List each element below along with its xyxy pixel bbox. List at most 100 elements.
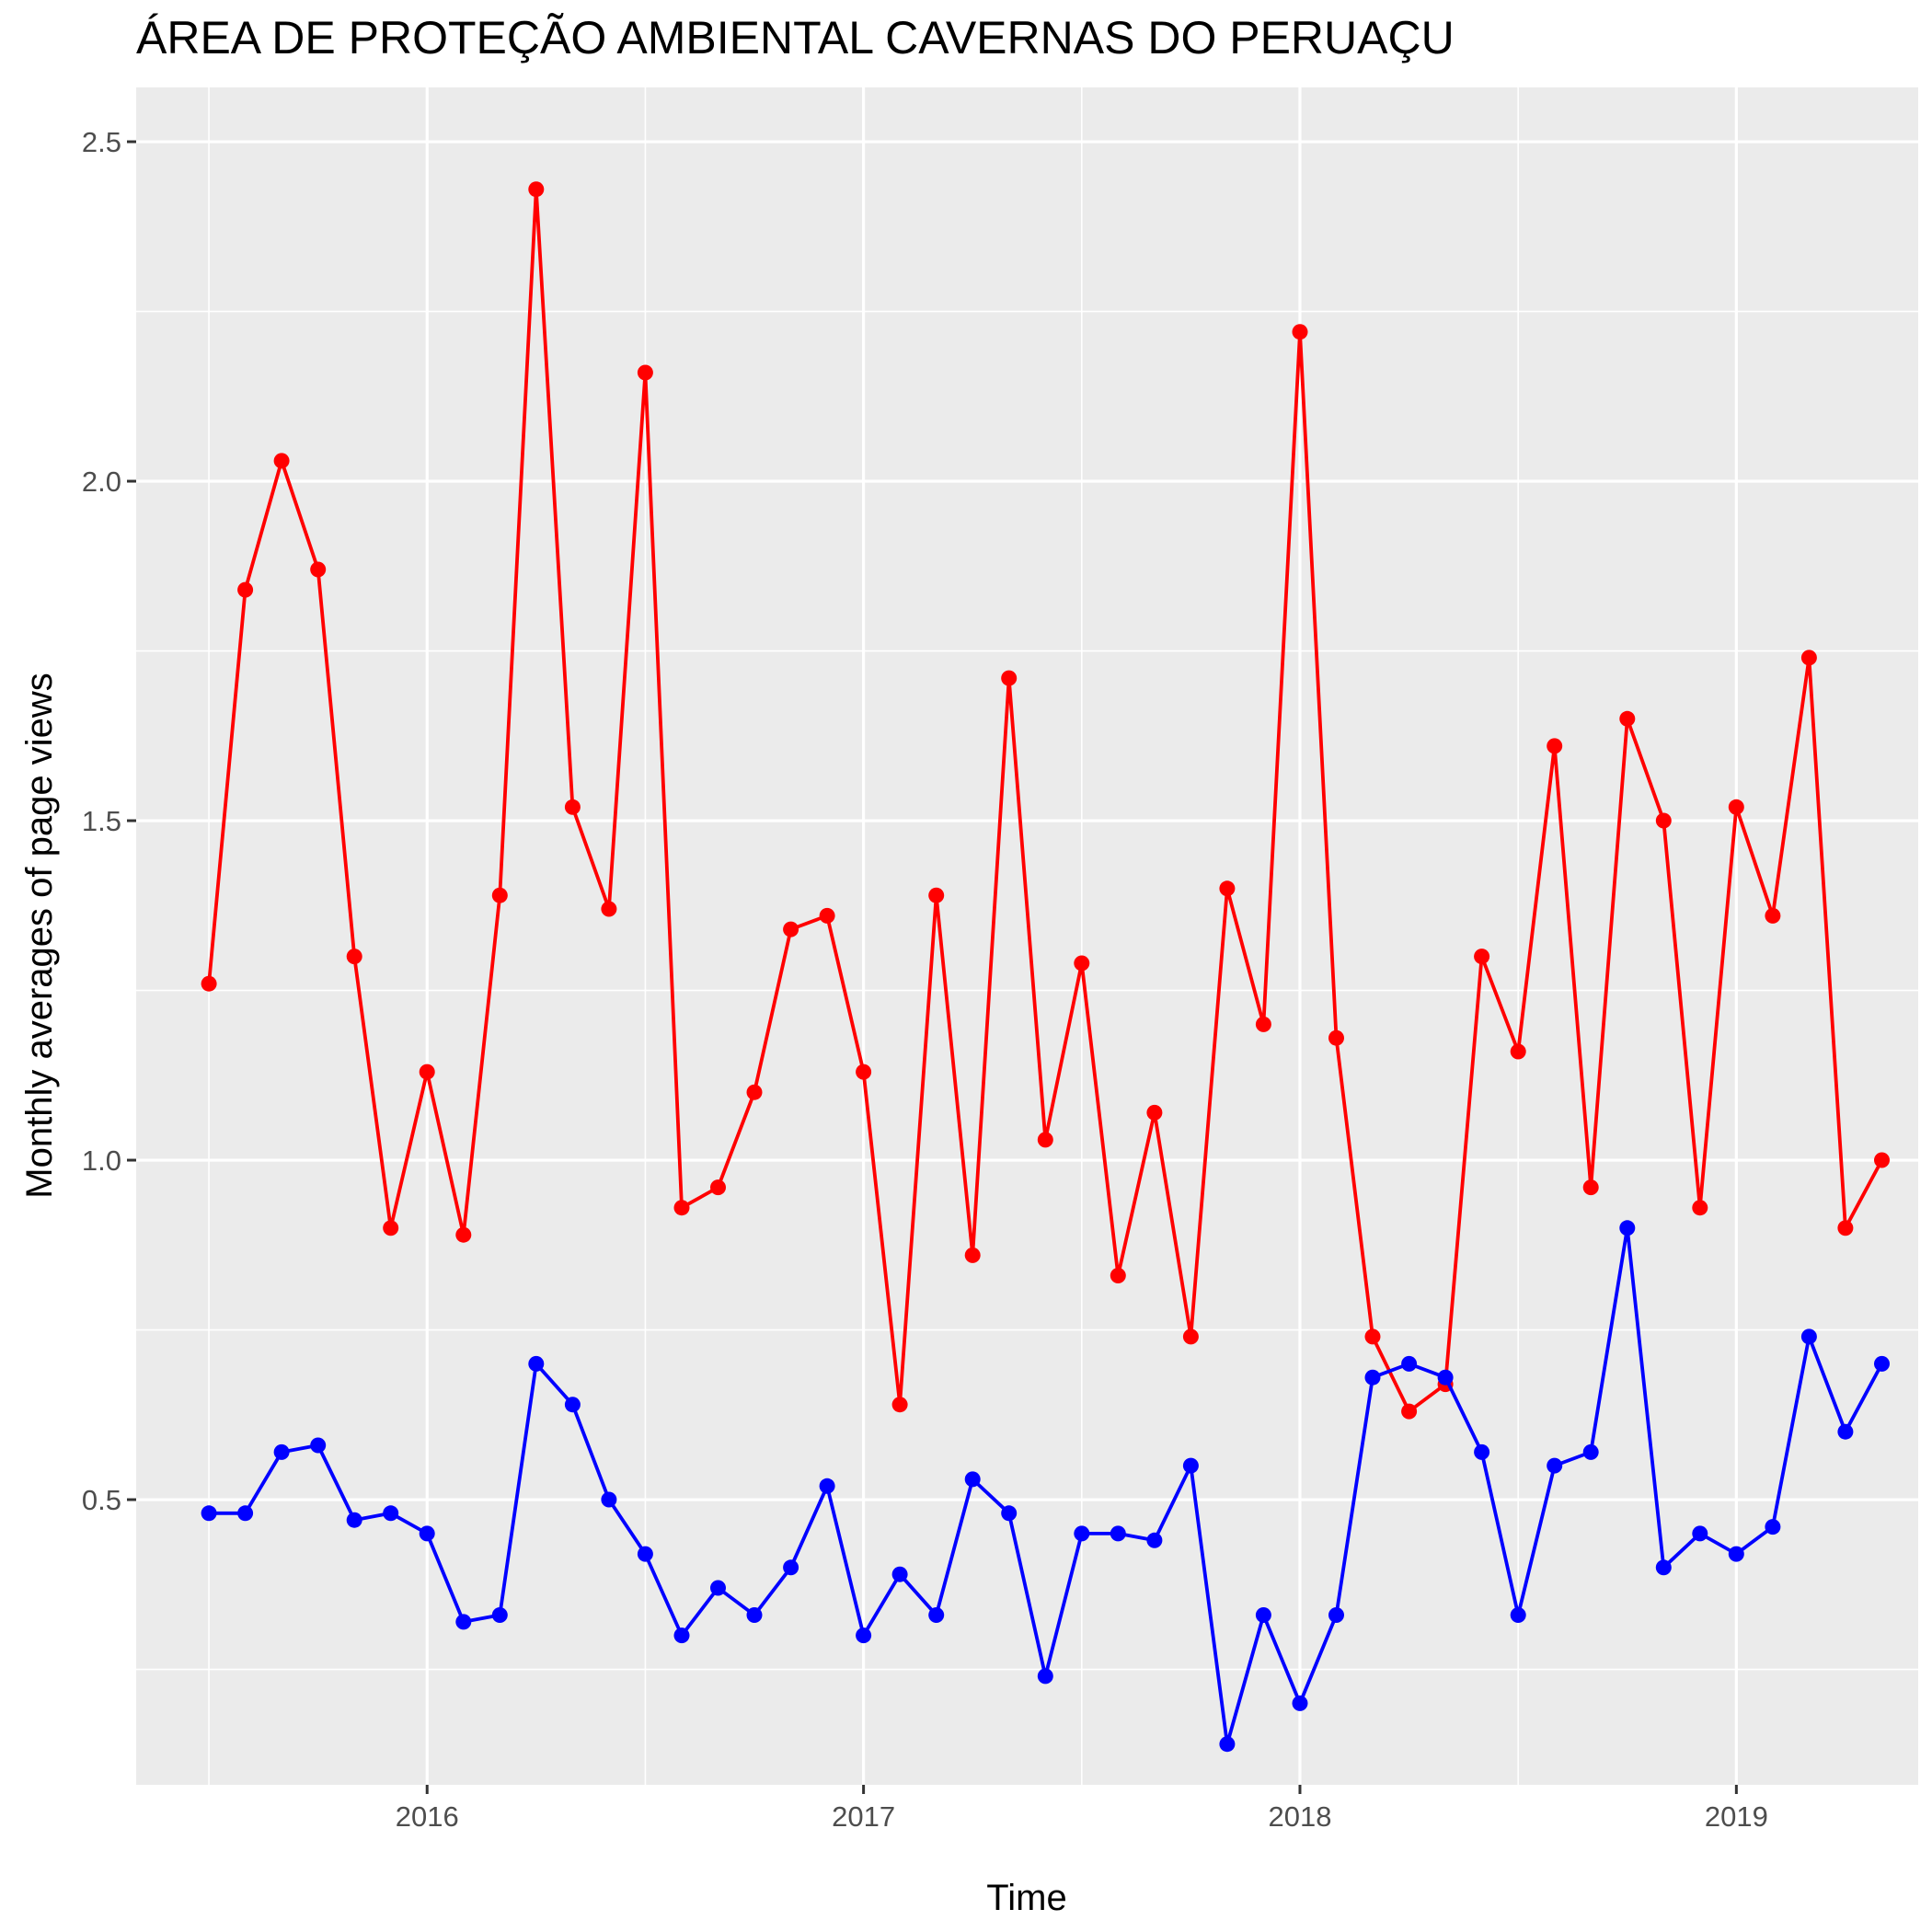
data-point — [1837, 1220, 1854, 1236]
data-point — [746, 1084, 763, 1100]
y-tick-label: 2.5 — [82, 126, 121, 158]
data-point — [455, 1226, 472, 1243]
data-point — [637, 1546, 653, 1562]
data-point — [201, 1505, 217, 1522]
data-point — [1619, 710, 1636, 727]
data-point — [1037, 1132, 1053, 1148]
data-point — [1182, 1457, 1199, 1474]
data-point — [1728, 799, 1744, 815]
data-point — [237, 581, 254, 598]
major-gridlines — [136, 87, 1918, 1785]
data-point — [1182, 1328, 1199, 1345]
data-point — [1074, 1525, 1090, 1542]
data-point — [1292, 1695, 1308, 1711]
data-point — [928, 887, 945, 903]
x-tick-label: 2018 — [1268, 1800, 1331, 1833]
series-2 — [201, 1220, 1890, 1753]
data-point — [601, 1491, 617, 1508]
data-point — [1474, 1443, 1490, 1460]
x-tick-label: 2019 — [1705, 1800, 1768, 1833]
series-layer — [201, 181, 1890, 1753]
data-point — [1219, 1736, 1236, 1753]
y-axis-title: Monthly averages of page views — [19, 673, 60, 1198]
data-point — [964, 1247, 981, 1263]
data-point — [455, 1614, 472, 1630]
data-point — [1328, 1607, 1344, 1623]
data-point — [201, 975, 217, 992]
data-point — [601, 901, 617, 917]
data-point — [564, 799, 581, 815]
data-point — [819, 907, 835, 924]
data-point — [710, 1580, 726, 1596]
data-point — [783, 1559, 799, 1576]
data-point — [1619, 1220, 1636, 1236]
data-point — [964, 1471, 981, 1488]
data-point — [819, 1478, 835, 1494]
data-point — [856, 1627, 872, 1644]
data-point — [310, 1437, 327, 1454]
x-tick-label: 2017 — [832, 1800, 895, 1833]
data-point — [1510, 1043, 1526, 1060]
data-point — [419, 1064, 435, 1080]
data-point — [1874, 1152, 1890, 1168]
data-point — [1001, 670, 1018, 686]
data-point — [856, 1064, 872, 1080]
data-point — [528, 1355, 545, 1372]
data-point — [1219, 880, 1236, 897]
data-point — [491, 1607, 508, 1623]
data-point — [1146, 1532, 1163, 1548]
data-point — [637, 364, 653, 381]
data-point — [1437, 1369, 1454, 1386]
data-point — [1765, 1519, 1781, 1535]
data-point — [237, 1505, 254, 1522]
data-point — [346, 949, 362, 965]
data-point — [891, 1397, 908, 1413]
data-point — [1110, 1525, 1126, 1542]
data-point — [1874, 1355, 1890, 1372]
data-point — [1255, 1607, 1271, 1623]
plot-panel — [136, 87, 1918, 1785]
data-point — [1001, 1505, 1018, 1522]
y-tick-label: 1.5 — [82, 805, 121, 837]
data-point — [1037, 1668, 1053, 1685]
data-point — [746, 1607, 763, 1623]
data-point — [1547, 1457, 1563, 1474]
data-point — [310, 561, 327, 578]
data-point — [1728, 1546, 1744, 1562]
data-point — [1692, 1525, 1708, 1542]
data-point — [1655, 1559, 1672, 1576]
data-point — [1837, 1423, 1854, 1440]
data-point — [528, 181, 545, 198]
data-point — [1547, 738, 1563, 754]
y-tick-label: 2.0 — [82, 466, 121, 498]
data-point — [1328, 1029, 1344, 1046]
data-point — [273, 1443, 290, 1460]
data-point — [1474, 949, 1490, 965]
data-point — [346, 1512, 362, 1528]
data-point — [1582, 1179, 1599, 1196]
data-point — [1765, 907, 1781, 924]
data-point — [1582, 1443, 1599, 1460]
data-point — [1401, 1355, 1418, 1372]
data-point — [1146, 1104, 1163, 1121]
axes-layer: 0.5 1.0 1.5 2.0 2.5 2016 2017 2018 2019 — [82, 126, 1768, 1833]
data-point — [564, 1397, 581, 1413]
data-point — [1655, 812, 1672, 829]
data-point — [928, 1607, 945, 1623]
data-point — [1255, 1016, 1271, 1032]
data-point — [1110, 1268, 1126, 1283]
y-tick-label: 1.0 — [82, 1144, 121, 1177]
data-point — [891, 1566, 908, 1582]
data-point — [1364, 1328, 1381, 1345]
x-tick-label: 2016 — [396, 1800, 459, 1833]
y-tick-label: 0.5 — [82, 1484, 121, 1516]
data-point — [273, 453, 290, 469]
data-point — [783, 921, 799, 937]
data-point — [710, 1179, 726, 1196]
chart-title: ÁREA DE PROTEÇÃO AMBIENTAL CAVERNAS DO P… — [136, 12, 1455, 63]
data-point — [383, 1220, 399, 1236]
data-point — [1292, 324, 1308, 340]
data-point — [1074, 955, 1090, 972]
